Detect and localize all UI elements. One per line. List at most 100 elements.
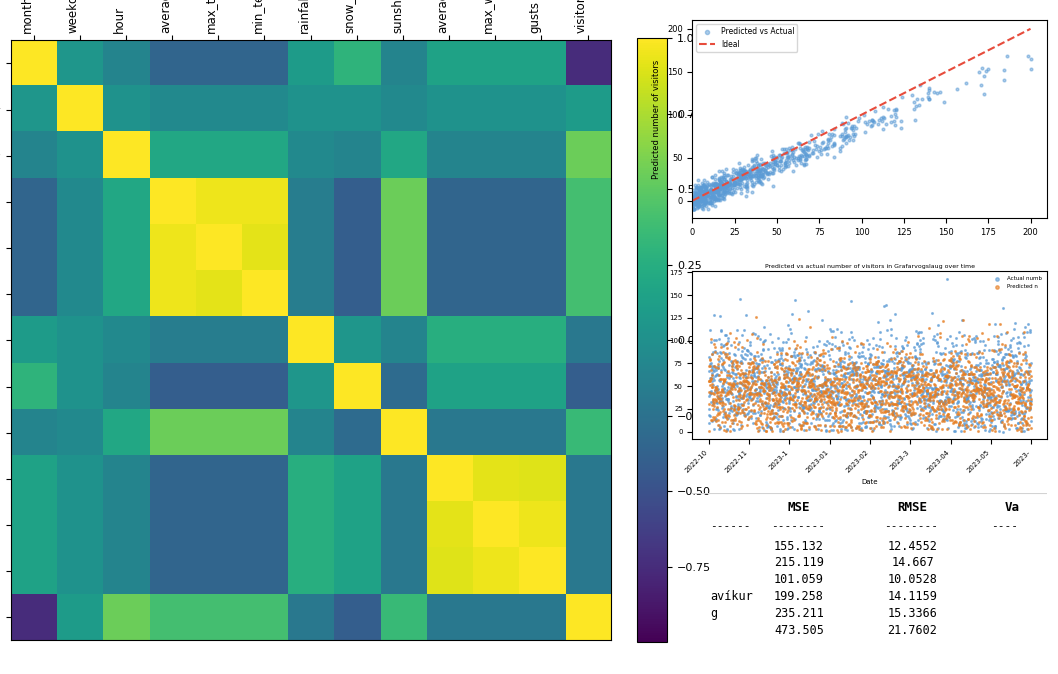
Predicted vs Actual — [883, 111, 900, 122]
Predicted vs Actual — [693, 201, 710, 212]
Point — [992, 410, 1009, 421]
Point — [778, 406, 795, 417]
Predicted vs Actual — [715, 193, 732, 204]
Point — [784, 399, 801, 410]
Predicted vs Actual — [695, 194, 712, 205]
Point — [811, 363, 828, 374]
Predicted vs Actual — [692, 195, 709, 206]
Point — [764, 426, 781, 437]
Point — [886, 413, 902, 424]
Point — [993, 417, 1010, 428]
Point — [872, 392, 889, 402]
Point — [796, 425, 813, 435]
Point — [978, 357, 995, 368]
Point — [808, 394, 825, 405]
Point — [957, 419, 974, 429]
Point — [706, 374, 723, 385]
Predicted vs Actual — [708, 181, 725, 191]
Point — [913, 374, 930, 385]
Point — [825, 418, 842, 429]
Point — [825, 398, 842, 409]
Point — [896, 401, 913, 412]
Point — [809, 423, 826, 434]
Point — [769, 397, 786, 408]
Point — [955, 396, 972, 406]
Point — [972, 384, 989, 394]
Point — [836, 368, 853, 379]
Predicted vs Actual — [707, 194, 724, 205]
Predicted vs Actual — [697, 185, 714, 195]
Point — [780, 367, 797, 378]
Point — [855, 407, 872, 418]
Point — [886, 399, 902, 410]
Point — [707, 381, 724, 392]
Point — [957, 391, 974, 402]
Point — [889, 402, 906, 413]
Point — [817, 348, 834, 359]
Point — [875, 416, 892, 427]
Point — [773, 342, 790, 353]
Point — [778, 390, 795, 400]
Predicted vs Actual — [704, 191, 720, 202]
Predicted vs Actual — [693, 190, 710, 201]
Predicted vs Actual — [914, 94, 931, 104]
Point — [753, 357, 770, 367]
Point — [859, 344, 876, 355]
Predicted vs Actual — [710, 183, 727, 194]
Point — [910, 359, 927, 369]
Point — [919, 395, 936, 406]
Point — [951, 366, 968, 377]
Point — [835, 410, 852, 421]
Point — [720, 373, 737, 384]
Predicted vs Actual — [692, 191, 709, 202]
Point — [974, 401, 991, 412]
Point — [732, 369, 749, 379]
Predicted vs Actual — [762, 150, 779, 161]
Predicted vs Actual — [695, 186, 712, 197]
Point — [1005, 404, 1022, 415]
Predicted vs Actual — [874, 116, 891, 127]
Point — [1010, 408, 1027, 419]
Point — [879, 365, 896, 376]
Point — [1021, 390, 1038, 401]
Predicted vs Actual — [766, 152, 783, 162]
Point — [975, 379, 992, 390]
Point — [765, 387, 782, 398]
Point — [809, 357, 826, 368]
Point — [852, 404, 869, 415]
Point — [931, 358, 948, 369]
Point — [960, 413, 977, 424]
Point — [956, 423, 973, 434]
Point — [873, 376, 890, 387]
Text: 12.4552: 12.4552 — [888, 540, 937, 553]
Predicted vs Actual — [920, 93, 937, 104]
Predicted vs Actual — [714, 179, 731, 190]
Point — [1004, 408, 1021, 419]
Predicted vs Actual — [712, 176, 729, 187]
Point — [944, 393, 961, 404]
Predicted vs Actual — [744, 153, 761, 164]
Point — [846, 402, 863, 413]
Point — [707, 381, 724, 392]
Point — [847, 389, 864, 400]
Point — [824, 379, 841, 390]
Point — [898, 391, 915, 402]
Point — [760, 372, 777, 383]
Point — [908, 396, 925, 407]
Point — [728, 407, 745, 418]
Point — [776, 366, 792, 377]
Point — [771, 424, 788, 435]
Point — [936, 410, 953, 421]
Point — [1002, 349, 1019, 360]
Point — [963, 348, 980, 359]
Point — [959, 422, 975, 433]
Point — [791, 420, 808, 431]
Text: 10.0528: 10.0528 — [888, 573, 937, 586]
Point — [904, 423, 920, 434]
Point — [1003, 355, 1020, 366]
Point — [825, 421, 842, 431]
Predicted vs Actual — [888, 104, 905, 115]
Point — [809, 363, 826, 373]
Point — [798, 417, 815, 427]
Point — [998, 404, 1015, 415]
